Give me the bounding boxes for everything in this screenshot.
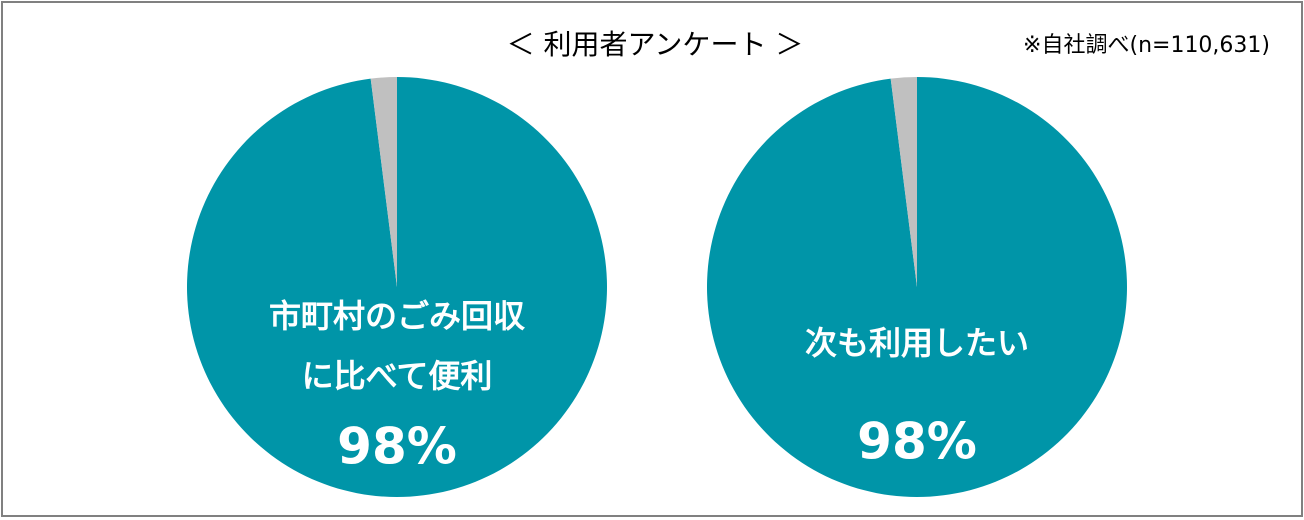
pie-label: 次も利用したい [805, 324, 1029, 362]
value-label: 98% [337, 418, 457, 476]
pie-label: 市町村のごみ回収 [269, 297, 525, 335]
note: ※自社調べ(n=110,631) [1023, 33, 1270, 58]
value-label: 98% [857, 413, 977, 471]
chart-title: ＜ 利用者アンケート ＞ [507, 28, 804, 61]
pie-slice [890, 77, 917, 287]
pie-slice [370, 77, 397, 287]
pie-slice [706, 77, 1127, 497]
pie-label: に比べて便利 [302, 357, 493, 395]
